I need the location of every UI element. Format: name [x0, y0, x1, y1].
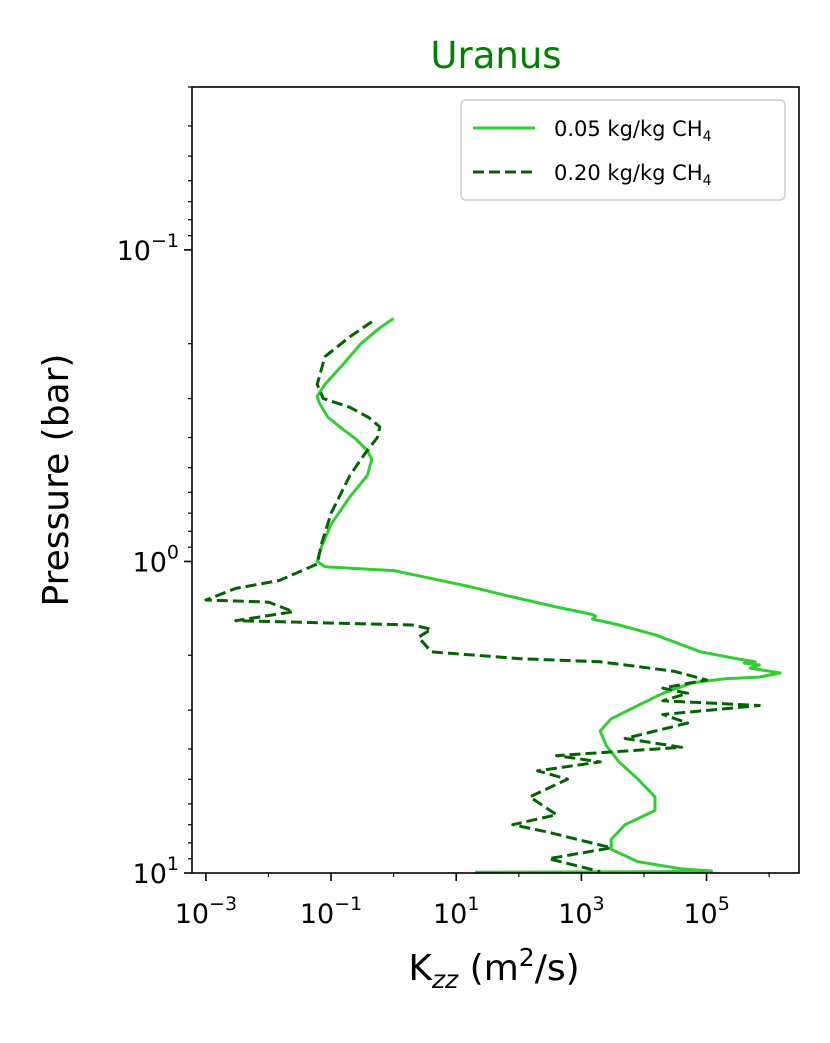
x-axis-label-sub: zz [431, 965, 459, 994]
y-axis-label: Pressure (bar) [36, 354, 77, 607]
x-axis-label-units: (m [458, 948, 519, 989]
x-axis-label: Kzz (m2/s) [408, 943, 579, 994]
plot-frame [191, 86, 800, 874]
legend-text-0: 0.05 kg/kg CH [554, 117, 703, 141]
y-tick-label-1: 100 [133, 541, 179, 578]
legend-sub-1: 4 [703, 173, 712, 189]
x-tick-label-2: 101 [433, 893, 479, 930]
x-axis-label-sup: 2 [519, 943, 535, 972]
legend-label-1: 0.20 kg/kg CH4 [554, 161, 712, 189]
y-tick-label-2: 101 [133, 853, 179, 890]
ticks-layer: 10−3 10−1 101 103 105 10−1 100 101 [117, 86, 770, 930]
x-tick-label-0: 10−3 [175, 893, 237, 930]
x-tick-label-4: 105 [683, 893, 729, 930]
x-tick-label-1: 10−1 [300, 893, 362, 930]
chart-title: Uranus [430, 34, 561, 77]
x-axis-label-main: K [408, 948, 433, 989]
series-layer [204, 317, 782, 874]
legend: 0.05 kg/kg CH4 0.20 kg/kg CH4 [460, 99, 786, 201]
legend-sub-0: 4 [703, 129, 712, 145]
y-tick-label-0: 10−1 [117, 230, 179, 267]
legend-box [460, 99, 786, 201]
plot-area [192, 87, 799, 873]
x-tick-label-3: 103 [558, 893, 604, 930]
legend-label-0: 0.05 kg/kg CH4 [554, 117, 712, 145]
x-axis-label-tail: /s) [535, 948, 580, 989]
series-line-0 [315, 317, 782, 874]
legend-text-1: 0.20 kg/kg CH [554, 161, 703, 185]
